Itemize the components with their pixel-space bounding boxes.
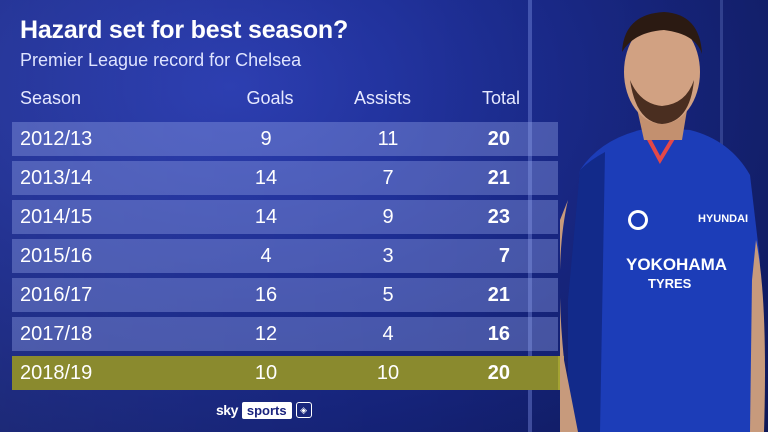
cell-total: 23: [487, 206, 510, 228]
cell-total: 16: [487, 323, 510, 345]
cell-assists: 7: [382, 167, 394, 189]
cell-assists: 9: [382, 206, 394, 228]
cell-goals: 16: [254, 284, 278, 306]
cell-assists: 3: [382, 245, 394, 267]
table-row: 2014/15 14 9 23: [12, 200, 558, 234]
cell-assists: 10: [376, 362, 400, 384]
cell-season: 2015/16: [20, 245, 93, 267]
sports-wordmark: sports: [241, 401, 292, 419]
sky-sports-logo: sky sports ◈: [216, 400, 312, 420]
header-assists: Assists: [353, 88, 411, 108]
header-season: Season: [20, 88, 82, 108]
cell-season: 2012/13: [20, 128, 93, 150]
premier-league-icon: ◈: [295, 402, 312, 418]
jersey-shadow: [568, 152, 605, 432]
table-row: 2015/16 4 3 7: [12, 239, 558, 273]
cell-total: 20: [487, 362, 510, 384]
cell-total: 21: [487, 167, 510, 189]
cell-total: 7: [498, 245, 510, 267]
beard: [630, 80, 694, 124]
header-goals: Goals: [246, 88, 294, 108]
cell-assists: 11: [377, 128, 399, 150]
jersey-sponsor-sub: TYRES: [648, 276, 692, 291]
page-title: Hazard set for best season?: [20, 16, 349, 44]
cell-goals: 10: [254, 362, 278, 384]
background-stripe: [528, 0, 532, 432]
cell-goals: 4: [260, 245, 272, 267]
table-row-highlighted: 2018/19 10 10 20: [12, 356, 564, 390]
cell-goals: 9: [260, 128, 272, 150]
page-subtitle: Premier League record for Chelsea: [20, 50, 302, 70]
head: [624, 20, 700, 124]
cell-season: 2014/15: [20, 206, 93, 228]
arm-right: [750, 240, 765, 432]
table-row: 2017/18 12 4 16: [12, 317, 558, 351]
sky-wordmark: sky: [216, 402, 238, 418]
jersey-shape: [568, 128, 760, 432]
arm-left: [560, 200, 578, 432]
table-header: Season Goals Assists Total: [0, 88, 540, 112]
cell-season: 2013/14: [20, 167, 93, 189]
table-row: 2013/14 14 7 21: [12, 161, 558, 195]
cell-season: 2016/17: [20, 284, 93, 306]
table-row: 2012/13 9 11 20: [12, 122, 558, 156]
cell-assists: 5: [382, 284, 394, 306]
sleeve-brand: HYUNDAI: [698, 213, 748, 225]
cell-goals: 14: [254, 167, 278, 189]
table-row: 2016/17 16 5 21: [12, 278, 558, 312]
cell-season: 2017/18: [20, 323, 93, 345]
cell-goals: 14: [254, 206, 278, 228]
jersey-sponsor: YOKOHAMA: [626, 255, 727, 274]
cell-assists: 4: [382, 323, 394, 345]
cell-goals: 12: [254, 323, 278, 345]
hair: [622, 12, 702, 54]
cell-total: 21: [487, 284, 510, 306]
player-photo: YOKOHAMA TYRES HYUNDAI: [560, 12, 765, 432]
header-total: Total: [481, 88, 520, 108]
cell-season: 2018/19: [20, 362, 93, 384]
cell-total: 20: [487, 128, 510, 150]
